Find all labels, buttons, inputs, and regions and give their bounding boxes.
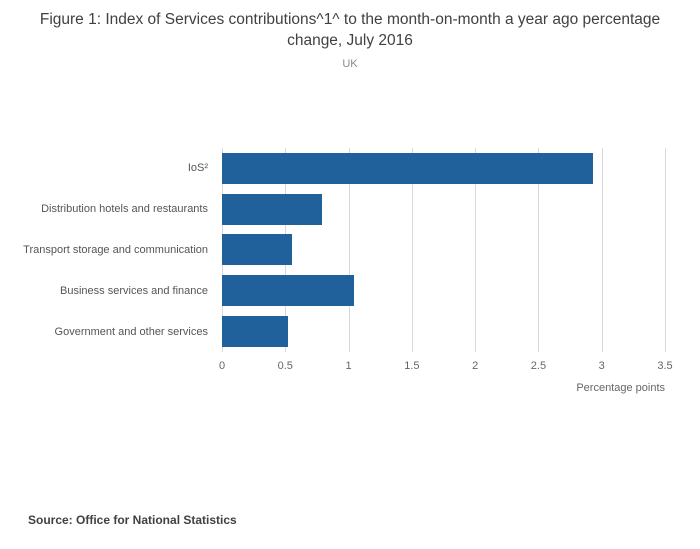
x-axis-title: Percentage points	[576, 382, 665, 394]
plot-area: IoS² Distribution hotels and restaurants T…	[23, 148, 666, 352]
bar	[222, 152, 593, 184]
x-tick-label: 2.5	[530, 360, 547, 372]
bar	[222, 275, 354, 307]
category-label: Distribution hotels and restaurants	[41, 203, 208, 216]
gridline	[538, 148, 540, 352]
bar-row: Distribution hotels and restaurants	[41, 189, 665, 230]
gridline	[475, 148, 477, 352]
bar	[222, 193, 322, 225]
gridline	[665, 148, 666, 352]
bar-row: Government and other services	[55, 311, 665, 352]
category-label: IoS²	[187, 162, 208, 175]
x-axis: 0 0.5 1 1.5 2 2.5 3 3.5	[218, 360, 673, 374]
source-line: Source: Office for National Statistics	[28, 513, 237, 527]
x-tick-label: 0	[218, 360, 226, 372]
x-tick-label: 1	[345, 360, 352, 372]
x-tick-label: 3.5	[657, 360, 673, 372]
gridline	[348, 148, 350, 352]
bar-row: Business services and finance	[60, 270, 665, 311]
category-label: Business services and finance	[60, 284, 208, 297]
category-label: Government and other services	[54, 325, 208, 338]
category-label: Transport storage and communication	[23, 243, 208, 256]
bar-rows: IoS² Distribution hotels and restaurants T…	[23, 148, 665, 352]
x-tick-label: 1.5	[404, 360, 420, 372]
x-tick-label: 2	[472, 360, 479, 372]
chart-subtitle: UK	[342, 58, 358, 70]
bar-row: IoS²	[188, 148, 665, 189]
bar-row: Transport storage and communication	[23, 230, 665, 271]
x-tick-label: 3	[598, 360, 605, 372]
gridline	[411, 148, 413, 352]
gridline	[601, 148, 603, 352]
bar	[222, 234, 292, 266]
bar	[222, 316, 288, 348]
x-tick-label: 0.5	[277, 360, 293, 372]
chart-title: Figure 1: Index of Services contribution…	[39, 11, 661, 49]
